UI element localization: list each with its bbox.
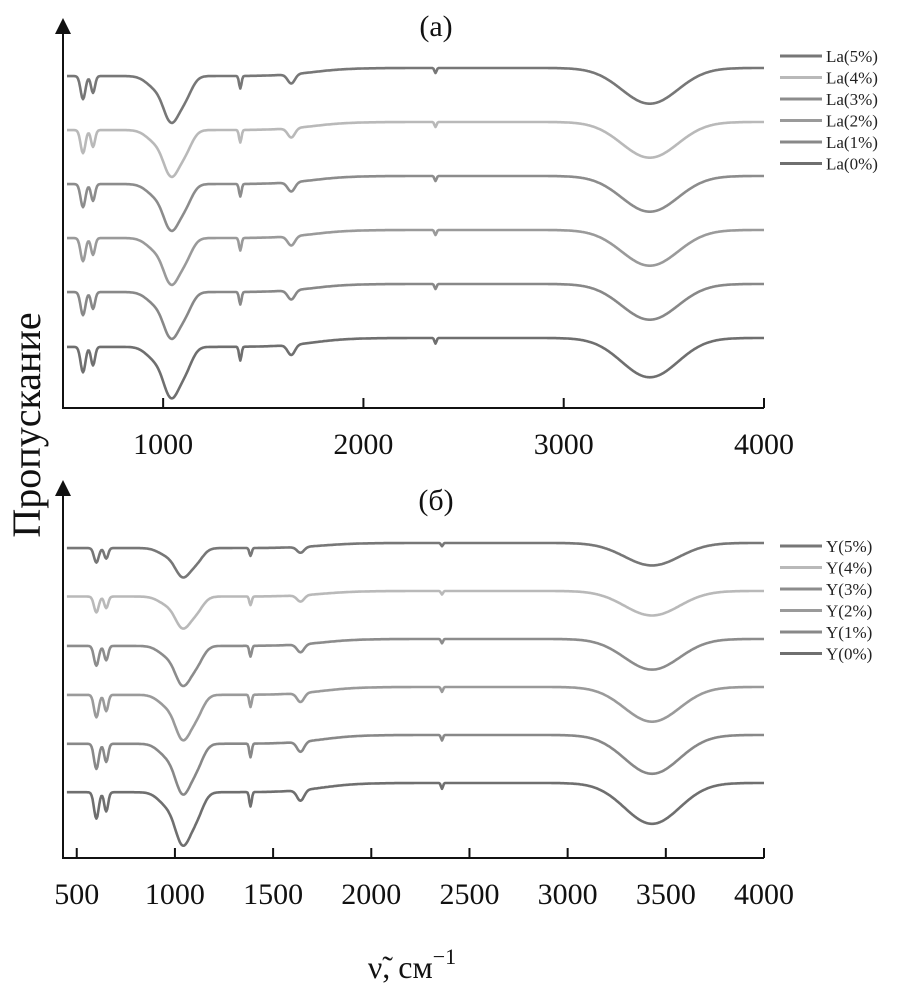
x-tick-label: 4000: [734, 428, 794, 461]
y-axis-label: Пропускание: [4, 312, 49, 537]
legend-label: La(3%): [826, 90, 878, 109]
x-tick-label: 4000: [734, 878, 794, 911]
series-line-Y(4%): [66, 589, 765, 630]
legend-label: Y(2%): [826, 602, 872, 621]
x-tick-label: 3500: [636, 878, 696, 911]
series-line-Y(5%): [66, 541, 765, 579]
x-tick-label: 1000: [145, 878, 205, 911]
series-line-La(1%): [66, 282, 765, 341]
panel-a-ticks: 1000 2000 3000 4000: [133, 398, 794, 461]
panel-b-series: [66, 541, 765, 847]
series-line-La(3%): [66, 174, 765, 233]
legend-label: La(2%): [826, 112, 878, 131]
panel-b-title: (б): [418, 484, 453, 517]
legend-label: Y(4%): [826, 559, 872, 578]
legend-label: La(5%): [826, 47, 878, 66]
x-axis-label: ν̃, см−1: [368, 944, 456, 985]
x-tick-label: 2500: [439, 878, 499, 911]
x-tick-label: 2000: [341, 878, 401, 911]
panel-a-title: (a): [419, 10, 452, 43]
series-line-La(5%): [66, 66, 765, 125]
x-tick-label: 1500: [243, 878, 303, 911]
series-line-Y(2%): [66, 685, 765, 742]
series-line-Y(3%): [66, 637, 765, 688]
panel-a-legend: La(5%) La(4%) La(3%) La(2%) La(1%) La(0%): [780, 47, 878, 174]
series-line-Y(1%): [66, 733, 765, 796]
series-line-Y(0%): [66, 781, 765, 847]
panel-b-legend: Y(5%) Y(4%) Y(3%) Y(2%) Y(1%) Y(0%): [780, 537, 872, 664]
x-tick-label: 2000: [333, 428, 393, 461]
x-axis-unit: , см: [382, 949, 432, 985]
legend-label: Y(3%): [826, 580, 872, 599]
legend-label: La(4%): [826, 69, 878, 88]
x-axis-exponent: −1: [433, 944, 456, 969]
legend-label: Y(0%): [826, 645, 872, 664]
series-line-La(4%): [66, 120, 765, 179]
series-line-La(2%): [66, 228, 765, 287]
panel-a: (a) 1000 2000 3000 4000 La(5%)La(4%)La(3%)L…: [55, 10, 878, 461]
x-tick-label: 3000: [538, 878, 598, 911]
x-tick-label: 500: [54, 878, 99, 911]
x-tick-label: 3000: [534, 428, 594, 461]
panel-a-series: [66, 66, 765, 400]
panel-b-ticks: 500 1000 1500 2000 2500 3000 3500 4000: [54, 848, 794, 911]
legend-label: La(1%): [826, 133, 878, 152]
x-tick-label: 1000: [133, 428, 193, 461]
series-line-La(0%): [66, 336, 765, 400]
legend-label: La(0%): [826, 155, 878, 174]
legend-label: Y(1%): [826, 623, 872, 642]
legend-label: Y(5%): [826, 537, 872, 556]
panel-b: (б) 500 1000 1500 2000 2500 3000 3500 4000 Y(5%…: [54, 480, 872, 911]
